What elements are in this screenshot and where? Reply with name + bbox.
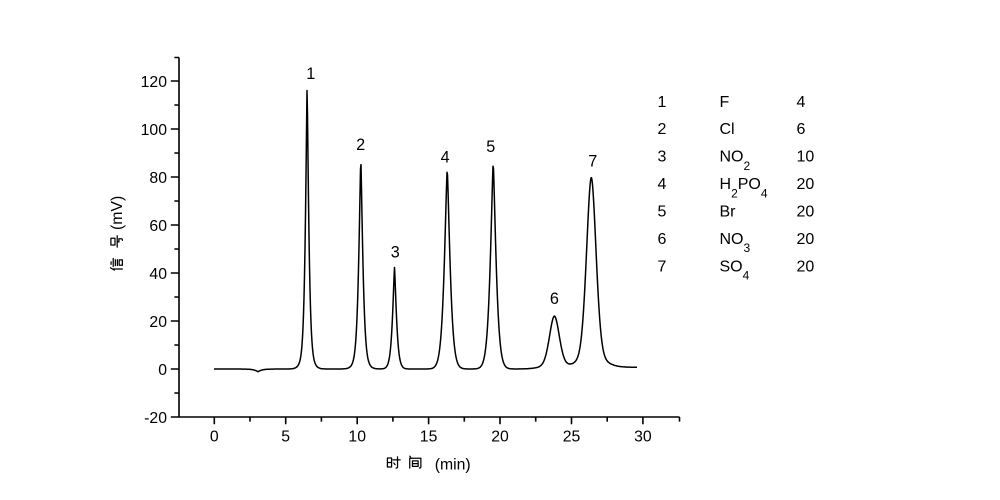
svg-text:6: 6 bbox=[658, 231, 667, 248]
svg-text:25: 25 bbox=[563, 428, 581, 445]
svg-text:0: 0 bbox=[210, 428, 219, 445]
svg-text:6: 6 bbox=[797, 121, 806, 138]
svg-text:20: 20 bbox=[797, 258, 815, 275]
svg-text:1: 1 bbox=[658, 94, 667, 111]
svg-text:5: 5 bbox=[486, 138, 495, 156]
svg-text:4: 4 bbox=[658, 176, 667, 193]
svg-text:100: 100 bbox=[141, 122, 168, 139]
svg-text:(min): (min) bbox=[435, 456, 471, 473]
svg-text:F: F bbox=[720, 94, 730, 111]
svg-text:6: 6 bbox=[550, 290, 559, 308]
svg-text:30: 30 bbox=[634, 428, 652, 445]
svg-text:40: 40 bbox=[149, 266, 167, 283]
svg-text:20: 20 bbox=[797, 204, 815, 221]
svg-text:10: 10 bbox=[348, 428, 366, 445]
svg-text:5: 5 bbox=[281, 428, 290, 445]
svg-text:7: 7 bbox=[658, 258, 667, 275]
svg-text:(mV): (mV) bbox=[109, 196, 126, 230]
svg-text:7: 7 bbox=[588, 152, 597, 170]
svg-text:15: 15 bbox=[420, 428, 438, 445]
svg-text:3: 3 bbox=[391, 244, 400, 262]
svg-text:60: 60 bbox=[149, 218, 167, 235]
svg-text:-20: -20 bbox=[144, 410, 167, 427]
svg-text:2: 2 bbox=[658, 121, 667, 138]
svg-text:5: 5 bbox=[658, 204, 667, 221]
svg-text:2: 2 bbox=[356, 136, 365, 154]
svg-text:Br: Br bbox=[720, 204, 737, 221]
svg-text:3: 3 bbox=[658, 149, 667, 166]
svg-text:80: 80 bbox=[149, 170, 167, 187]
svg-text:120: 120 bbox=[141, 74, 168, 91]
svg-text:0: 0 bbox=[158, 362, 167, 379]
svg-text:20: 20 bbox=[491, 428, 509, 445]
svg-text:10: 10 bbox=[797, 149, 815, 166]
svg-text:1: 1 bbox=[306, 65, 315, 83]
svg-text:20: 20 bbox=[797, 176, 815, 193]
svg-text:20: 20 bbox=[149, 314, 167, 331]
svg-text:4: 4 bbox=[797, 94, 806, 111]
svg-text:20: 20 bbox=[797, 231, 815, 248]
svg-text:Cl: Cl bbox=[720, 121, 735, 138]
svg-text:4: 4 bbox=[441, 148, 450, 166]
